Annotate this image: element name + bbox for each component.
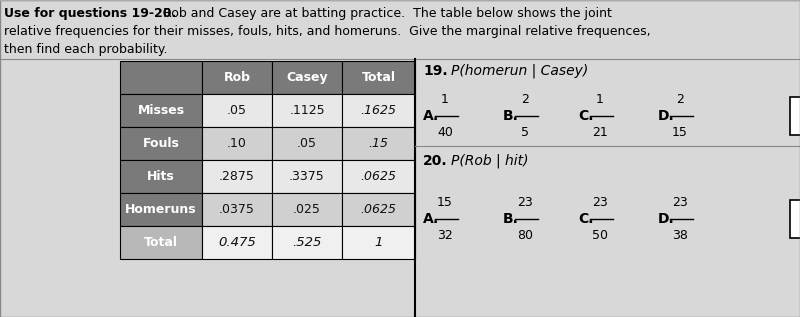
Text: 1: 1 bbox=[441, 93, 449, 106]
Text: 38: 38 bbox=[672, 229, 688, 242]
Text: .0625: .0625 bbox=[361, 170, 397, 183]
Bar bbox=[342, 226, 415, 259]
Text: 2: 2 bbox=[521, 93, 529, 106]
Bar bbox=[272, 127, 342, 160]
Text: 80: 80 bbox=[517, 229, 533, 242]
Text: .525: .525 bbox=[292, 236, 322, 249]
Bar bbox=[272, 193, 342, 226]
Text: B.: B. bbox=[503, 212, 519, 226]
Text: C.: C. bbox=[578, 109, 594, 123]
Text: 20.: 20. bbox=[423, 154, 448, 168]
Bar bbox=[790, 200, 800, 238]
Bar bbox=[342, 61, 415, 94]
Text: B.: B. bbox=[503, 109, 519, 123]
Text: P(homerun | Casey): P(homerun | Casey) bbox=[451, 64, 588, 79]
Text: 15: 15 bbox=[437, 196, 453, 209]
Text: Rob: Rob bbox=[223, 71, 250, 84]
Text: D.: D. bbox=[658, 212, 674, 226]
Text: A.: A. bbox=[423, 212, 439, 226]
Bar bbox=[272, 160, 342, 193]
Bar bbox=[120, 226, 202, 259]
Text: 19.: 19. bbox=[423, 64, 448, 78]
Bar bbox=[272, 61, 342, 94]
Text: P(Rob | hit): P(Rob | hit) bbox=[451, 154, 529, 169]
Bar bbox=[120, 61, 202, 94]
Bar bbox=[202, 226, 272, 259]
Text: .05: .05 bbox=[227, 104, 247, 117]
Text: Misses: Misses bbox=[138, 104, 185, 117]
Bar bbox=[342, 160, 415, 193]
Text: Total: Total bbox=[362, 71, 395, 84]
Text: .0375: .0375 bbox=[219, 203, 255, 216]
Text: Total: Total bbox=[144, 236, 178, 249]
Bar bbox=[202, 61, 272, 94]
Text: .2875: .2875 bbox=[219, 170, 255, 183]
Bar bbox=[202, 193, 272, 226]
Text: 1: 1 bbox=[596, 93, 604, 106]
Text: 0.475: 0.475 bbox=[218, 236, 256, 249]
Text: 1: 1 bbox=[374, 236, 382, 249]
Text: Fouls: Fouls bbox=[142, 137, 179, 150]
Text: 2: 2 bbox=[676, 93, 684, 106]
Text: .05: .05 bbox=[297, 137, 317, 150]
Text: 15: 15 bbox=[672, 126, 688, 139]
Bar bbox=[120, 127, 202, 160]
Bar bbox=[120, 193, 202, 226]
Bar bbox=[790, 97, 800, 135]
Text: 40: 40 bbox=[437, 126, 453, 139]
Bar bbox=[342, 127, 415, 160]
Text: .15: .15 bbox=[369, 137, 389, 150]
Text: .0625: .0625 bbox=[361, 203, 397, 216]
Text: 21: 21 bbox=[592, 126, 608, 139]
Bar bbox=[202, 160, 272, 193]
Bar bbox=[202, 94, 272, 127]
Bar bbox=[272, 226, 342, 259]
Text: .1625: .1625 bbox=[361, 104, 397, 117]
Text: .025: .025 bbox=[293, 203, 321, 216]
Text: D.: D. bbox=[658, 109, 674, 123]
Text: 23: 23 bbox=[592, 196, 608, 209]
Bar bbox=[342, 193, 415, 226]
Text: 50: 50 bbox=[592, 229, 608, 242]
Text: 23: 23 bbox=[672, 196, 688, 209]
Text: Homeruns: Homeruns bbox=[125, 203, 197, 216]
Bar bbox=[120, 160, 202, 193]
Text: Rob and Casey are at batting practice.  The table below shows the joint: Rob and Casey are at batting practice. T… bbox=[159, 7, 612, 20]
Text: 23: 23 bbox=[517, 196, 533, 209]
Bar bbox=[120, 94, 202, 127]
Bar bbox=[202, 127, 272, 160]
Bar bbox=[272, 94, 342, 127]
Text: Hits: Hits bbox=[147, 170, 175, 183]
Text: Use for questions 19-20.: Use for questions 19-20. bbox=[4, 7, 176, 20]
Text: 5: 5 bbox=[521, 126, 529, 139]
Text: A.: A. bbox=[423, 109, 439, 123]
Text: then find each probability.: then find each probability. bbox=[4, 43, 167, 56]
Text: C.: C. bbox=[578, 212, 594, 226]
Text: .3375: .3375 bbox=[289, 170, 325, 183]
Bar bbox=[342, 94, 415, 127]
Text: relative frequencies for their misses, fouls, hits, and homeruns.  Give the marg: relative frequencies for their misses, f… bbox=[4, 25, 650, 38]
Text: .1125: .1125 bbox=[289, 104, 325, 117]
Text: .10: .10 bbox=[227, 137, 247, 150]
Text: 32: 32 bbox=[437, 229, 453, 242]
Text: Casey: Casey bbox=[286, 71, 328, 84]
